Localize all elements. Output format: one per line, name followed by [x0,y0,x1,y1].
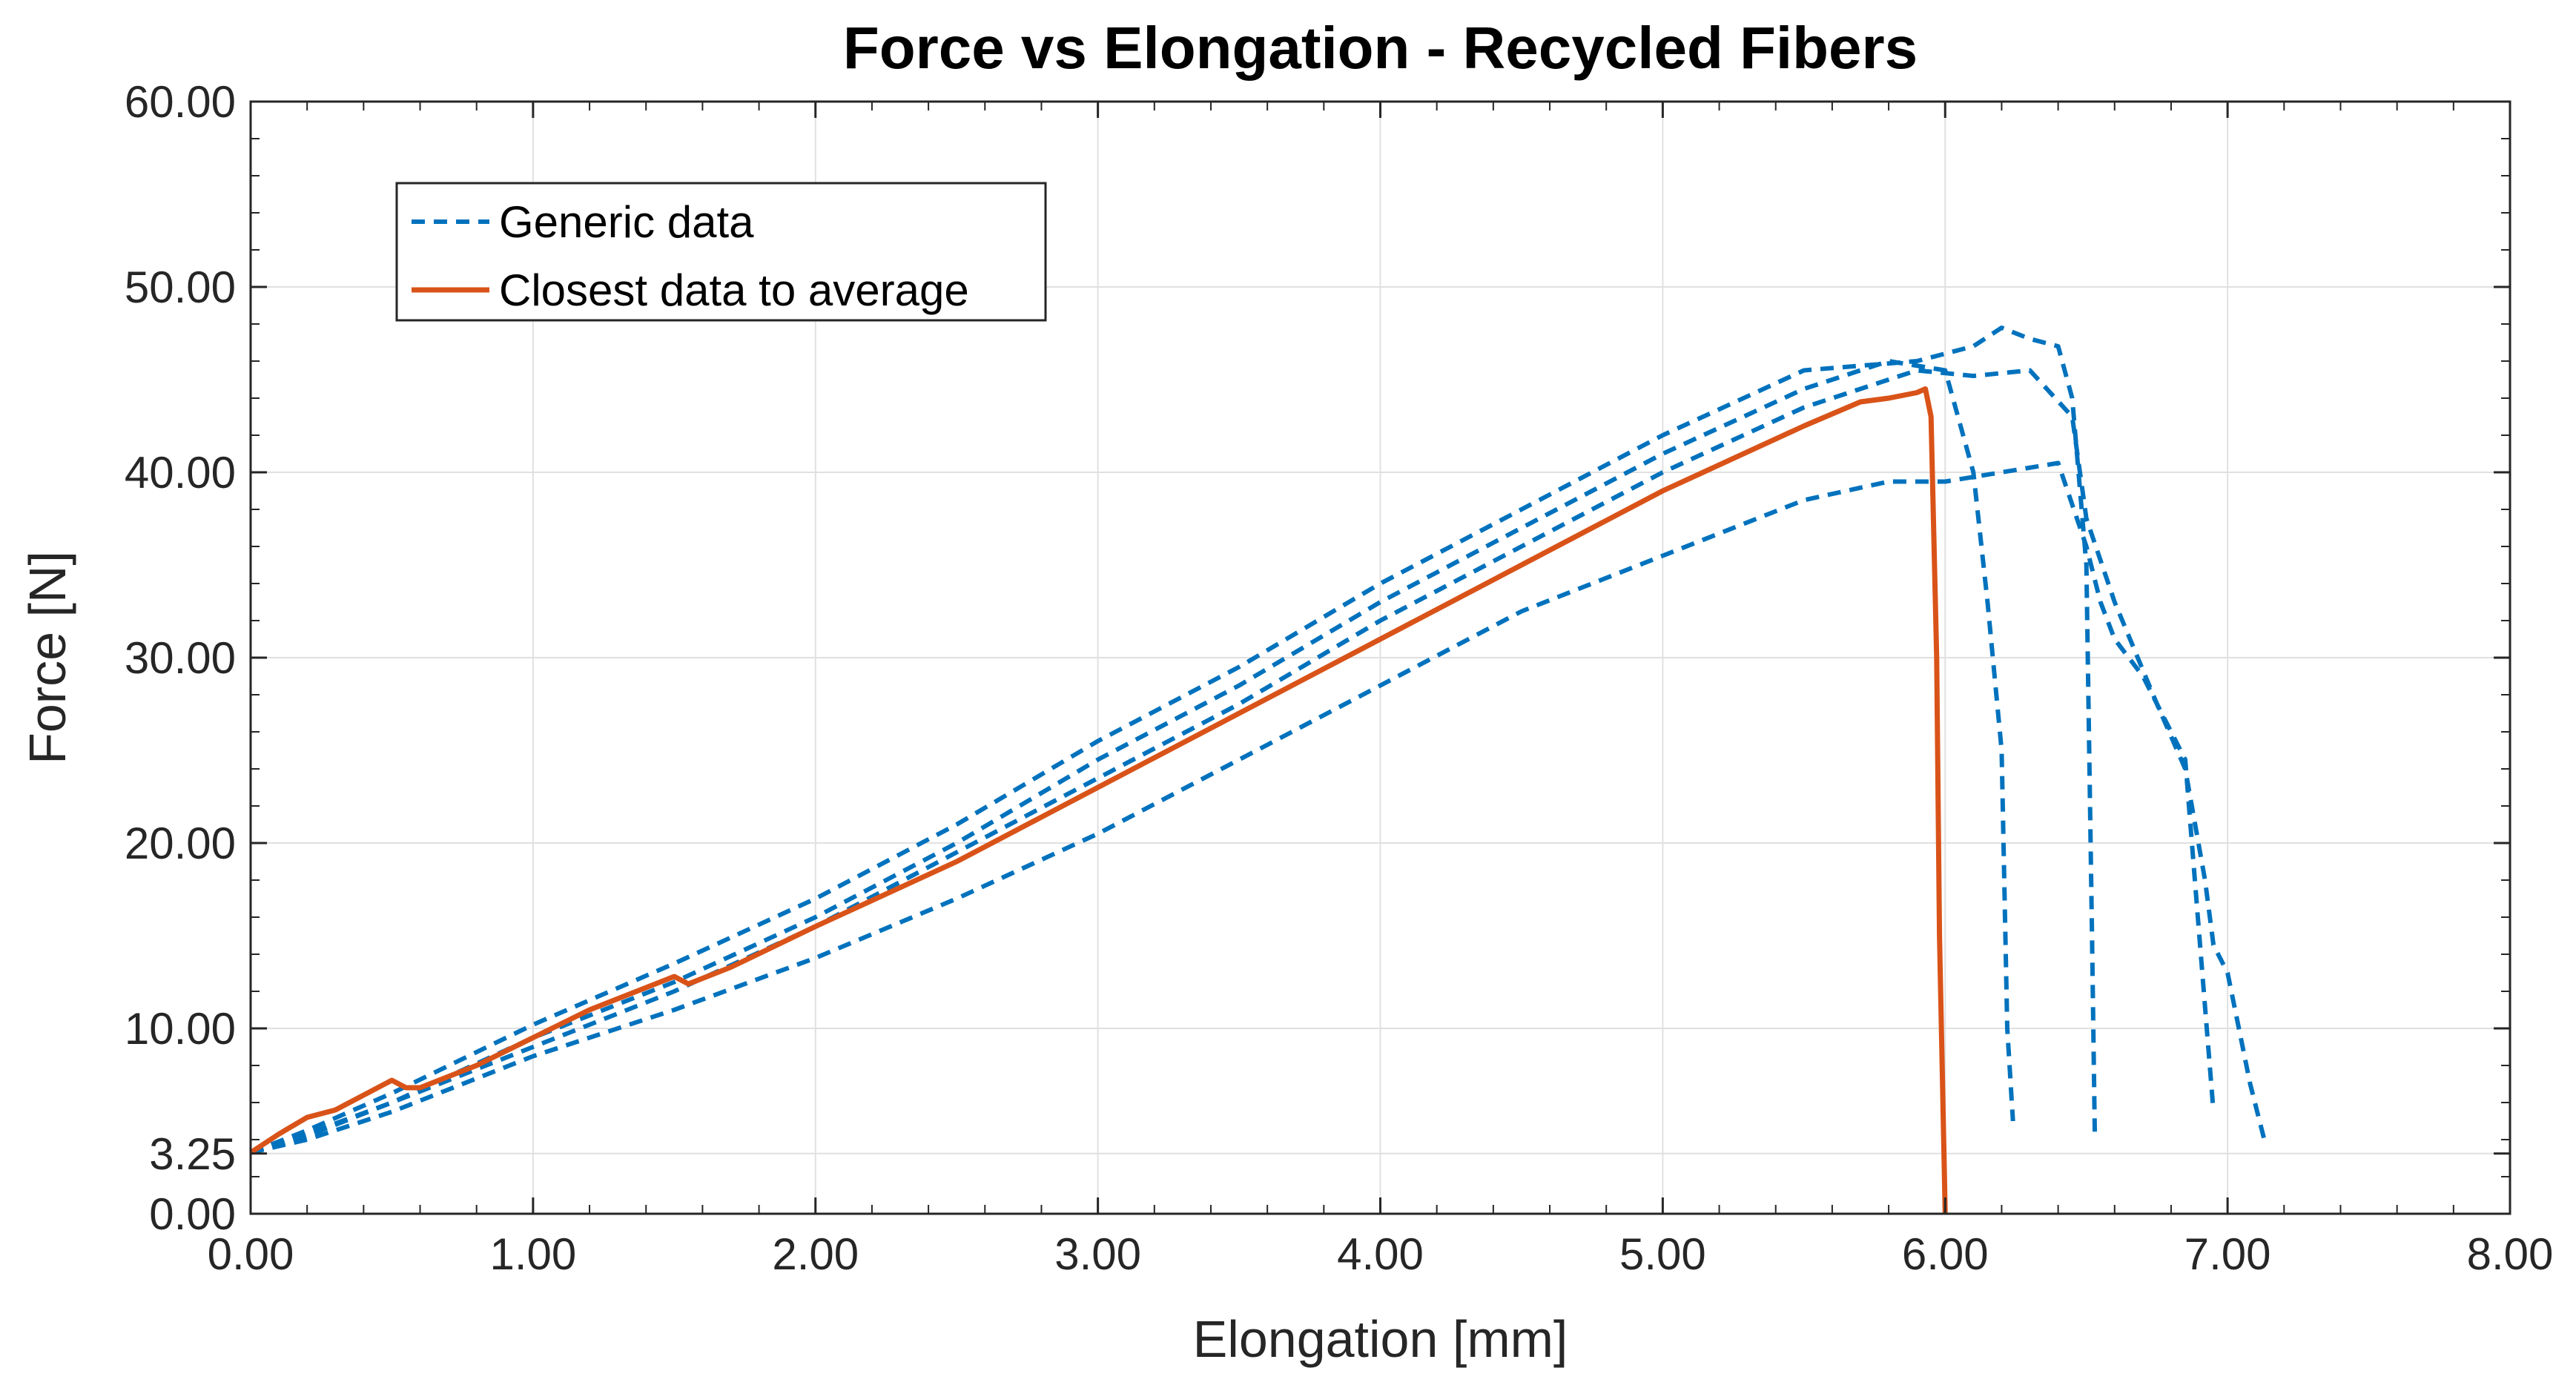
legend-entry-label: Closest data to average [499,265,969,315]
legend-box [395,182,1047,322]
y-axis-label: Force [N] [19,551,76,764]
x-tick-label: 7.00 [2184,1229,2271,1279]
legend: Generic data Closest data to average [395,182,1047,322]
closest-average-line [249,386,1948,1214]
y-tick-label: 60.00 [125,77,236,127]
y-tick-label: 20.00 [125,819,236,868]
x-tick-label: 0.00 [208,1229,294,1279]
y-tick-label: 10.00 [125,1004,236,1054]
y-tick-label: 30.00 [125,633,236,683]
x-tick-label: 5.00 [1619,1229,1706,1279]
x-tick-label: 2.00 [772,1229,859,1279]
generic-data-line-2 [250,359,2015,1155]
x-tick-label: 6.00 [1902,1229,1989,1279]
y-tick-label: 0.00 [149,1189,236,1239]
x-tick-label: 8.00 [2467,1229,2554,1279]
tick-layer: 0.00 1.00 2.00 3.00 4.00 5.00 6.00 7.00 8.00 0.00… [125,77,2554,1279]
x-tick-label: 4.00 [1337,1229,1424,1279]
y-tick-label: 40.00 [125,448,236,498]
x-tick-label: 3.00 [1054,1229,1141,1279]
generic-data-line-1 [249,325,2098,1155]
legend-entry-label: Generic data [499,197,754,247]
y-tick-label: 3.25 [149,1129,236,1179]
y-tick-label: 50.00 [125,262,236,312]
series-layer [249,325,2267,1214]
generic-data-line-4 [250,460,2216,1155]
chart-title: Force vs Elongation - Recycled Fibers [843,15,1918,81]
x-axis-label: Elongation [mm] [1193,1310,1568,1368]
x-tick-label: 1.00 [489,1229,576,1279]
